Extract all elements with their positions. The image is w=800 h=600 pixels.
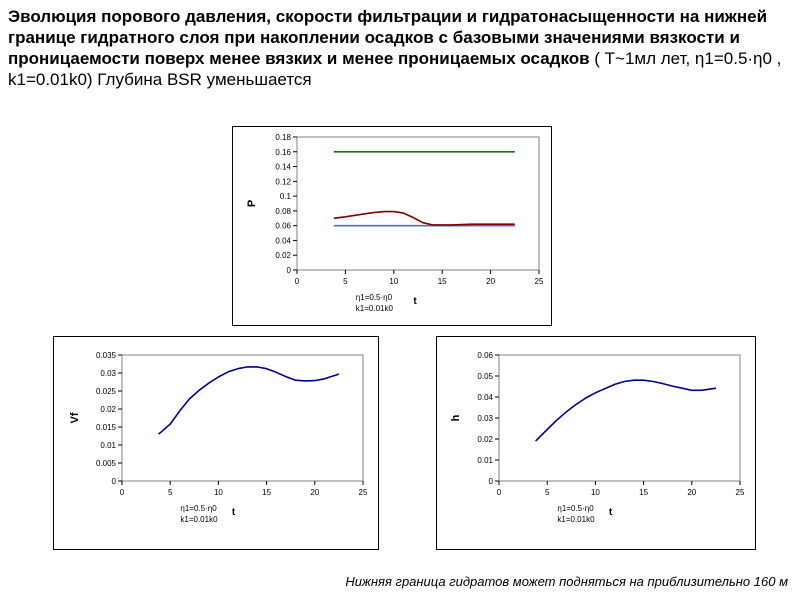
filtration-velocity-chart: 0 0.005 0.01 0.015 0.02 0.025 0.03 0.035 0 5 10 15 2… (53, 336, 379, 550)
annotation-text: η1=0.5·η0 (356, 293, 393, 302)
annotation-text: k1=0.01k0 (557, 515, 595, 524)
y-tick-label: 0 (489, 477, 494, 486)
y-tick-label: 0.04 (477, 393, 493, 402)
x-axis-label: t (413, 296, 417, 307)
plot-area (498, 354, 741, 482)
x-tick-label: 25 (359, 488, 368, 497)
footer-note: Нижняя граница гидратов может подняться … (345, 574, 788, 589)
y-tick-label: 0.04 (275, 236, 291, 245)
y-tick-label: 0.02 (100, 405, 116, 414)
x-tick-label: 10 (214, 488, 223, 497)
annotation-text: η1=0.5·η0 (180, 504, 217, 513)
x-tick-label: 10 (591, 488, 600, 497)
pressure-chart: 0 0.02 0.04 0.06 0.08 0.1 0.12 0.14 0.16 0.18 0 5 10… (232, 126, 552, 326)
series-line (333, 210, 515, 226)
x-tick-label: 25 (535, 277, 544, 286)
x-tick-label: 5 (545, 488, 550, 497)
hydrate-saturation-chart: 0 0.01 0.02 0.03 0.04 0.05 0.06 0 5 10 15 20 25 h η1=0… (436, 336, 756, 550)
x-tick-label: 15 (262, 488, 271, 497)
x-tick-label: 5 (343, 277, 348, 286)
x-axis-label: t (609, 507, 613, 518)
x-tick-label: 5 (168, 488, 173, 497)
x-tick-label: 20 (687, 488, 696, 497)
y-tick-label: 0.06 (275, 222, 291, 231)
x-tick-label: 0 (295, 277, 300, 286)
y-axis-label: P (246, 200, 258, 207)
title-bold: Эволюция порового давления, скорости фил… (8, 7, 768, 68)
y-tick-label: 0.015 (96, 423, 117, 432)
y-axis-label: h (450, 414, 462, 421)
page-title: Эволюция порового давления, скорости фил… (8, 6, 796, 90)
x-tick-label: 15 (639, 488, 648, 497)
x-tick-label: 20 (310, 488, 319, 497)
chart-svg: 0 0.01 0.02 0.03 0.04 0.05 0.06 0 5 10 15 20 25 h η1=0… (450, 351, 745, 524)
series-line (158, 366, 340, 435)
y-axis-label: Vf (69, 412, 81, 423)
x-tick-label: 15 (438, 277, 447, 286)
x-tick-label: 20 (486, 277, 495, 286)
y-tick-label: 0 (112, 477, 117, 486)
y-tick-label: 0 (287, 266, 292, 275)
y-tick-label: 0.01 (477, 456, 493, 465)
y-tick-label: 0.02 (477, 435, 493, 444)
annotation-text: η1=0.5·η0 (557, 504, 594, 513)
x-tick-label: 10 (389, 277, 398, 286)
y-tick-label: 0.01 (100, 441, 116, 450)
series-line (535, 379, 717, 442)
x-tick-label: 0 (497, 488, 502, 497)
y-tick-label: 0.08 (275, 207, 291, 216)
y-tick-label: 0.14 (275, 163, 291, 172)
y-tick-label: 0.16 (275, 148, 291, 157)
plot-area (296, 136, 540, 271)
y-tick-label: 0.05 (477, 372, 493, 381)
y-tick-label: 0.03 (100, 369, 116, 378)
plot-area (121, 354, 364, 482)
chart-svg: 0 0.005 0.01 0.015 0.02 0.025 0.03 0.035 0 5 10 15 2… (69, 351, 368, 524)
y-tick-label: 0.18 (275, 133, 291, 142)
y-tick-label: 0.02 (275, 251, 291, 260)
x-tick-label: 0 (120, 488, 125, 497)
x-tick-label: 25 (736, 488, 745, 497)
annotation-text: k1=0.01k0 (356, 304, 394, 313)
y-tick-label: 0.03 (477, 414, 493, 423)
annotation-text: k1=0.01k0 (180, 515, 218, 524)
y-tick-label: 0.12 (275, 177, 291, 186)
chart-svg: 0 0.02 0.04 0.06 0.08 0.1 0.12 0.14 0.16 0.18 0 5 10… (246, 133, 544, 313)
y-tick-label: 0.025 (96, 387, 117, 396)
y-tick-label: 0.06 (477, 351, 493, 360)
y-tick-label: 0.035 (96, 351, 117, 360)
x-axis-label: t (232, 507, 236, 518)
y-tick-label: 0.1 (280, 192, 292, 201)
title-normal: ( T~1мл лет, η1=0.5·η0 , k1=0.01k0) Глуб… (8, 49, 782, 89)
y-tick-label: 0.005 (96, 459, 117, 468)
